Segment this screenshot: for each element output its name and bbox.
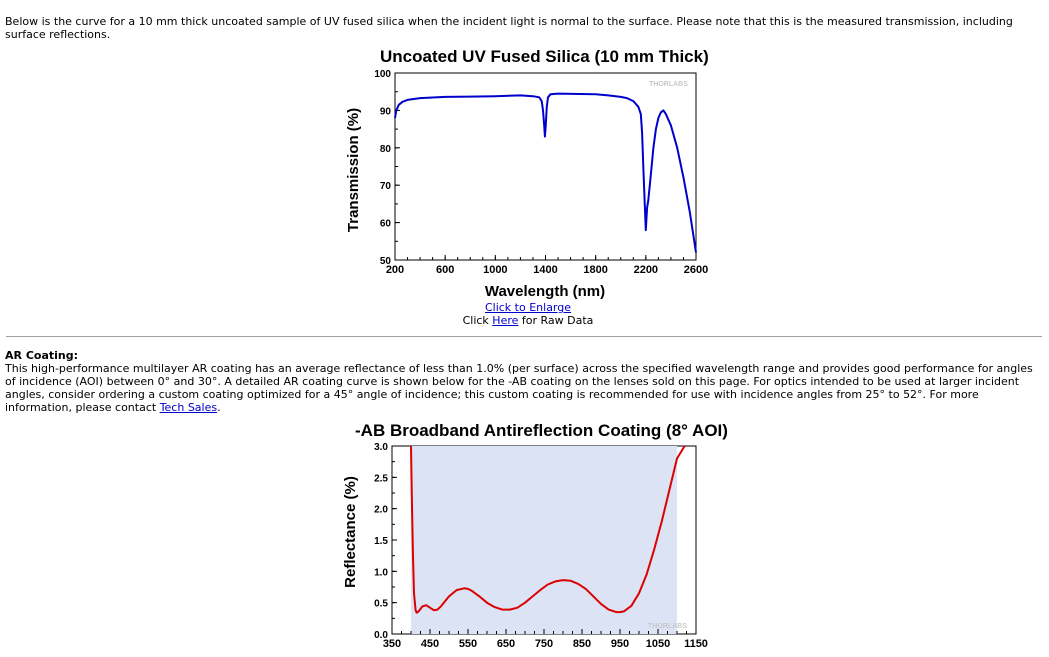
x-tick-label: 750 [535,638,553,650]
tech-sales-link[interactable]: Tech Sales [159,401,218,414]
y-tick-label: 100 [374,69,391,80]
x-tick-label: 200 [386,264,404,276]
raw-data-prefix: Click [462,314,493,327]
raw-data-suffix: for Raw Data [518,314,594,327]
ar-chart-title: -AB Broadband Antireflection Coating (8°… [355,421,728,440]
transmission-y-axis-label: Transmission (%) [345,108,362,232]
transmission-chart[interactable]: 200 600 1000 1400 1800 2200 26005060708090100 … [0,0,1049,305]
x-tick-label: 950 [611,638,629,650]
ar-coating-text: This high-performance multilayer AR coat… [5,362,1040,414]
section-divider [6,336,1042,337]
ar-coating-heading: AR Coating: [5,349,78,362]
x-tick-label: 1150 [684,638,708,650]
transmission-chart-title: Uncoated UV Fused Silica (10 mm Thick) [380,47,709,66]
ar-coating-body: This high-performance multilayer AR coat… [5,362,1033,414]
thorlabs-watermark-2: THORLABS [648,623,687,630]
intro-text: Below is the curve for a 10 mm thick unc… [5,15,1013,41]
x-tick-label: 2200 [634,264,658,276]
ar-coating-tail: . [217,401,221,414]
y-tick-label: 60 [380,219,392,230]
x-tick-label: 450 [421,638,439,650]
y-tick-label: 80 [380,144,392,155]
y-tick-label: 3.0 [374,442,388,453]
x-tick-label: 1400 [533,264,557,276]
raw-data-link[interactable]: Here [492,314,519,327]
reflectance-y-axis-label: Reflectance (%) [342,476,359,588]
x-tick-label: 2600 [684,264,708,276]
x-tick-label: 1050 [646,638,670,650]
x-tick-label: 1800 [583,264,607,276]
x-tick-label: 850 [573,638,591,650]
chart-links: Click to Enlarge Click Here for Raw Data [460,301,596,327]
reflectance-curve [410,445,686,614]
y-tick-label: 90 [380,106,392,117]
y-tick-label: 50 [380,256,392,267]
thorlabs-watermark: THORLABS [649,81,688,88]
transmission-x-axis-label: Wavelength (nm) [485,283,605,300]
y-tick-label: 2.5 [374,473,388,484]
x-tick-label: 650 [497,638,515,650]
y-tick-label: 1.0 [374,567,388,578]
y-tick-label: 2.0 [374,505,388,516]
x-tick-label: 550 [459,638,477,650]
y-tick-label: 70 [380,181,392,192]
x-tick-label: 350 [383,638,401,650]
specified-range-shading [411,446,677,634]
y-tick-label: 1.5 [374,536,388,547]
x-tick-label: 600 [436,264,454,276]
y-tick-label: 0.5 [374,599,388,610]
x-tick-label: 1000 [483,264,507,276]
y-tick-label: 0.0 [374,630,388,641]
transmission-curve [394,92,697,253]
click-to-enlarge-link[interactable]: Click to Enlarge [484,301,572,314]
